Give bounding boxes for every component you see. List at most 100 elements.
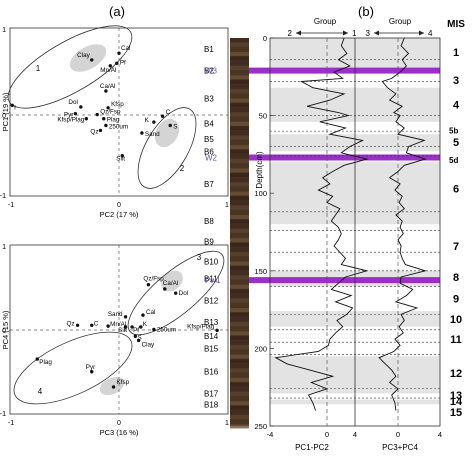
point-label: Qz/Fsp <box>100 109 121 116</box>
unit-label: B18 <box>204 400 219 409</box>
unit-label: B14 <box>204 332 219 341</box>
core-stripe <box>230 70 249 75</box>
sc2-xtick-mid: 0 <box>117 420 121 427</box>
core-stripe <box>230 401 249 406</box>
scatter-point <box>123 315 128 319</box>
scatter-point <box>136 338 141 343</box>
group-ellipse <box>7 25 133 109</box>
depth-tick-label: 100 <box>254 189 267 198</box>
unit-label: B17 <box>204 389 219 398</box>
point-label: Plag <box>107 117 120 124</box>
scatter-point <box>79 105 83 109</box>
core-stripe <box>230 345 249 350</box>
scatter-point <box>120 153 124 158</box>
point-label: Dol <box>68 99 77 106</box>
track1-xtick-min: -4 <box>267 430 274 439</box>
core-stripe <box>230 75 249 80</box>
track2-xtick-mid: 0 <box>396 430 400 439</box>
scatter-point <box>104 89 108 93</box>
scatter-pc1-pc2: 1 2 Clay Cal Pf Mn/Al I Ca/Al Dol Kfsp Pyr Qz/Fsp K… <box>0 25 229 219</box>
panel-label-b: (b) <box>358 4 374 19</box>
unit-label: B12 <box>204 296 219 305</box>
depth-axis-label: Depth(cm) <box>255 151 264 189</box>
core-stripe <box>230 270 249 275</box>
sc1-xtick-mid: 0 <box>117 202 121 209</box>
core-stripe <box>230 107 249 112</box>
point-label: Cal <box>146 309 155 316</box>
core-stripe <box>230 61 249 66</box>
track2-xlabel: PC3+PC4 <box>382 443 418 452</box>
unit-label: B4 <box>204 119 214 128</box>
core-stripe <box>230 410 249 415</box>
core-stripe <box>230 294 249 299</box>
mis-label: 5b <box>449 127 458 136</box>
core-stripe <box>230 377 249 382</box>
core-stripe <box>230 405 249 410</box>
scatter-point <box>123 325 128 329</box>
mis-label: 12 <box>450 368 462 380</box>
track1-xlabel: PC1-PC2 <box>295 443 329 452</box>
scatter-point <box>98 128 103 133</box>
sc1-ytick-min: -1 <box>0 193 6 200</box>
core-stripe <box>230 126 249 131</box>
unit-label: B9 <box>204 237 214 246</box>
core-stripe <box>230 191 249 196</box>
point-label: Sand <box>145 131 160 138</box>
unit-label: B16 <box>204 368 219 377</box>
point-label: Pf <box>120 59 126 66</box>
core-stripe <box>230 117 249 122</box>
scatter-point <box>90 370 94 374</box>
core-stripe <box>230 159 249 164</box>
core-stripe <box>230 135 249 140</box>
sc1-xtick-max: 1 <box>225 202 229 209</box>
unit-label: B3 <box>204 95 214 104</box>
scatter-point <box>130 325 134 329</box>
group-label: 1 <box>36 64 41 73</box>
group-label: 4 <box>38 387 43 396</box>
core-stripe <box>230 121 249 126</box>
group-ellipse <box>137 107 197 189</box>
core-stripe <box>230 233 249 238</box>
mis-label: 9 <box>453 294 459 306</box>
core-stripe <box>230 103 249 108</box>
scatter-point <box>168 123 172 128</box>
pc1-pc2-line <box>274 37 369 411</box>
track1-xtick-max: 4 <box>353 430 357 439</box>
sc2-xtick-min: -1 <box>8 420 14 427</box>
sc1-ytick-max: 1 <box>2 27 6 34</box>
depth-tick-label: 50 <box>259 112 267 121</box>
core-stripe <box>230 387 249 392</box>
core-stripe <box>230 391 249 396</box>
core-stripe <box>230 47 249 52</box>
point-label: C <box>94 320 99 327</box>
core-stripe <box>230 415 249 420</box>
core-stripe <box>230 98 249 103</box>
unit-label: B8 <box>204 217 214 226</box>
scatter1-frame <box>9 27 229 197</box>
depth-tick-label: 150 <box>254 267 267 276</box>
core-stripe <box>230 266 249 271</box>
core-stripe <box>230 228 249 233</box>
scatter-point <box>106 324 110 328</box>
mis-label: 1 <box>453 47 459 59</box>
track1-arrow-left: 2 <box>288 29 293 38</box>
core-stripe <box>230 210 249 215</box>
core-stripe <box>230 359 249 364</box>
core-stripe <box>230 182 249 187</box>
scatter-point <box>163 287 167 291</box>
tephra-label: W3 <box>205 67 218 76</box>
unit-label: B11 <box>204 275 218 284</box>
mis-label: 7 <box>453 241 459 253</box>
core-stripe <box>230 256 249 261</box>
depth-tick-label: 250 <box>254 422 267 431</box>
core-stripe <box>230 308 249 313</box>
core-stripe <box>230 112 249 117</box>
panel-label-a: (a) <box>109 4 125 19</box>
group-core-shade <box>161 270 183 292</box>
point-label: Clay <box>77 52 90 59</box>
point-label: Mn/Al <box>110 321 126 328</box>
point-label: Kfsp <box>117 379 130 386</box>
core-stripe <box>230 322 249 327</box>
